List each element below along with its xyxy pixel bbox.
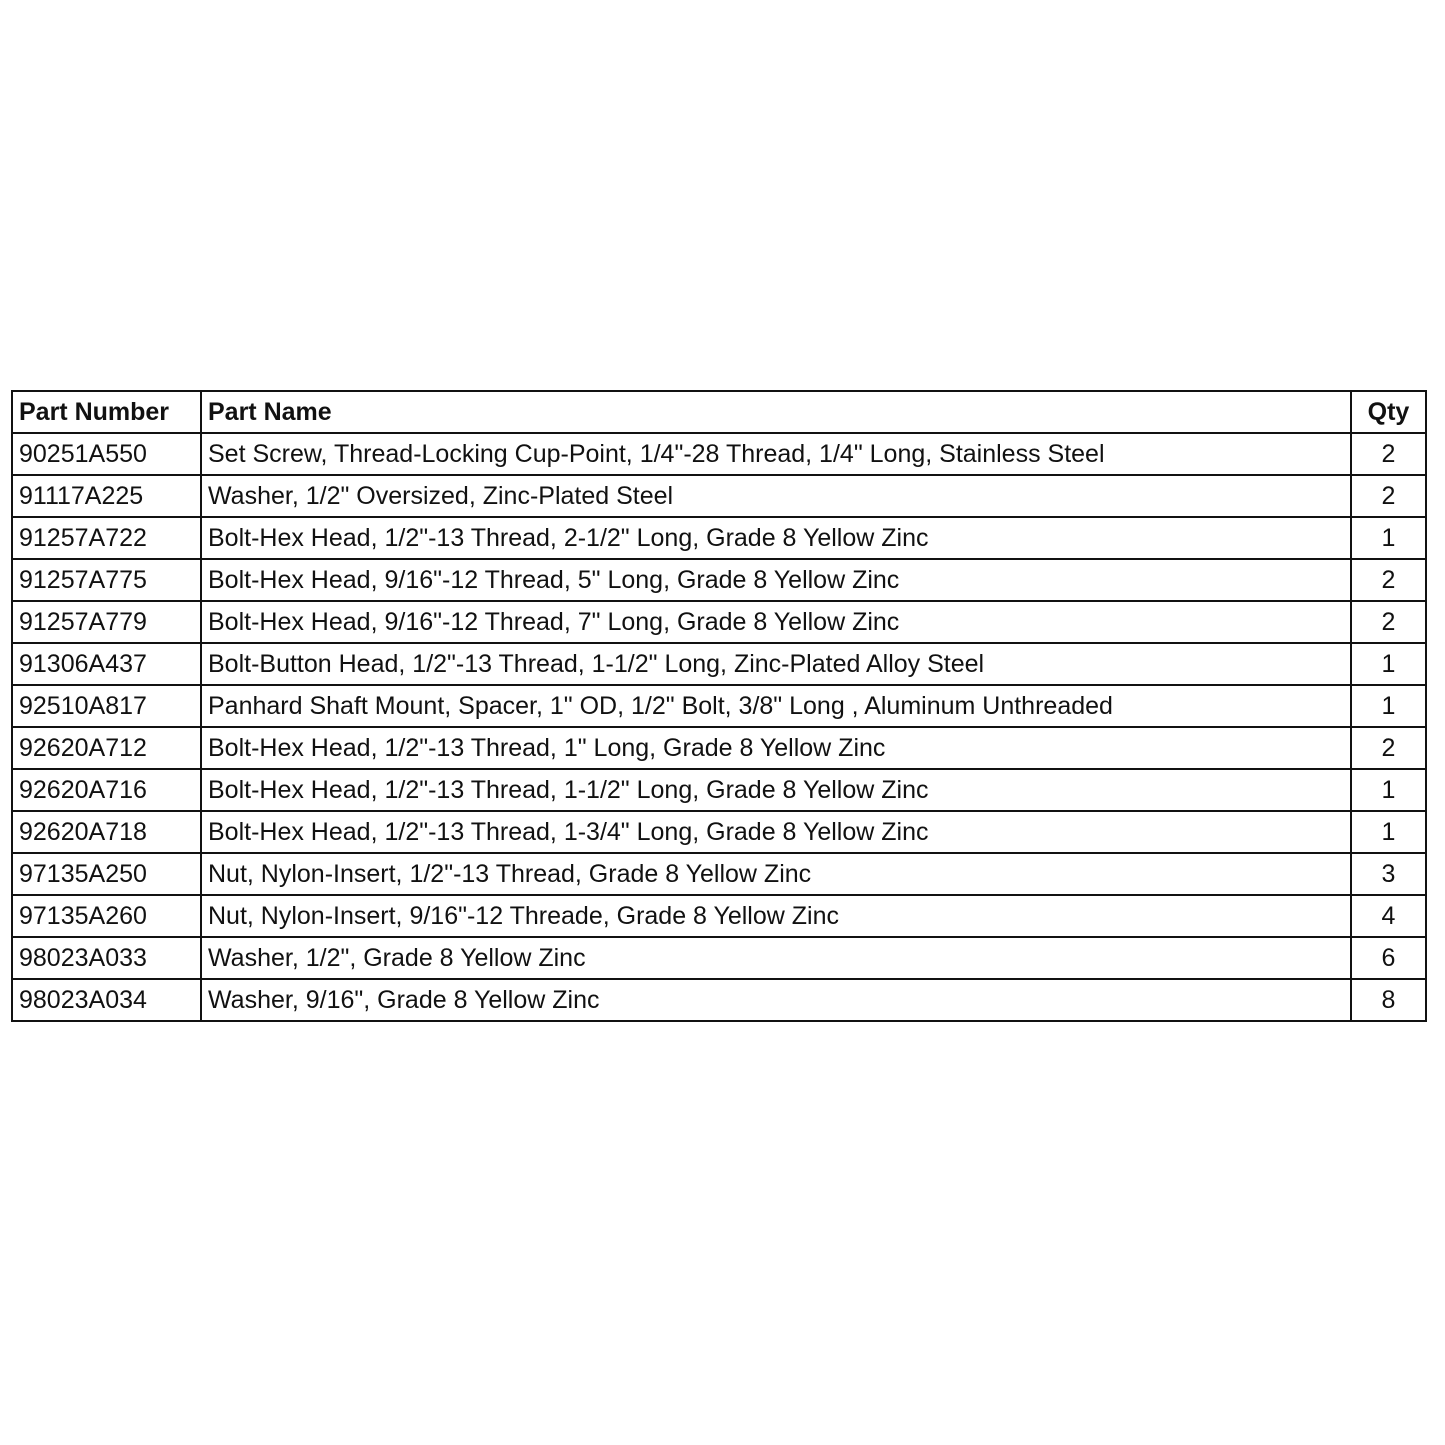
- part-name-cell: Washer, 1/2", Grade 8 Yellow Zinc: [200, 936, 1352, 980]
- part-number-cell: 97135A250: [11, 852, 202, 896]
- header-part-number: Part Number: [11, 390, 202, 434]
- qty-cell: 1: [1350, 684, 1427, 728]
- table-row: 98023A034 Washer, 9/16", Grade 8 Yellow Z…: [11, 978, 1427, 1022]
- qty-cell: 2: [1350, 558, 1427, 602]
- table-row: 92620A716 Bolt-Hex Head, 1/2"-13 Thread, …: [11, 768, 1427, 812]
- part-number-cell: 97135A260: [11, 894, 202, 938]
- part-number-cell: 91257A775: [11, 558, 202, 602]
- qty-cell: 2: [1350, 432, 1427, 476]
- qty-cell: 2: [1350, 474, 1427, 518]
- qty-cell: 3: [1350, 852, 1427, 896]
- qty-cell: 1: [1350, 768, 1427, 812]
- header-part-name: Part Name: [200, 390, 1352, 434]
- table-row: 91257A779 Bolt-Hex Head, 9/16"-12 Thread,…: [11, 600, 1427, 644]
- part-number-cell: 92620A718: [11, 810, 202, 854]
- parts-table: Part Number Part Name Qty 90251A550 Set S…: [11, 390, 1427, 1022]
- part-name-cell: Bolt-Button Head, 1/2"-13 Thread, 1-1/2"…: [200, 642, 1352, 686]
- part-name-cell: Washer, 1/2" Oversized, Zinc-Plated Stee…: [200, 474, 1352, 518]
- part-name-cell: Nut, Nylon-Insert, 9/16"-12 Threade, Gra…: [200, 894, 1352, 938]
- part-number-cell: 91257A779: [11, 600, 202, 644]
- qty-cell: 4: [1350, 894, 1427, 938]
- part-number-cell: 92620A716: [11, 768, 202, 812]
- part-name-cell: Set Screw, Thread-Locking Cup-Point, 1/4…: [200, 432, 1352, 476]
- qty-cell: 2: [1350, 726, 1427, 770]
- qty-cell: 1: [1350, 642, 1427, 686]
- part-name-cell: Bolt-Hex Head, 9/16"-12 Thread, 5" Long,…: [200, 558, 1352, 602]
- qty-cell: 6: [1350, 936, 1427, 980]
- part-number-cell: 92620A712: [11, 726, 202, 770]
- part-name-cell: Washer, 9/16", Grade 8 Yellow Zinc: [200, 978, 1352, 1022]
- table-row: 98023A033 Washer, 1/2", Grade 8 Yellow Zi…: [11, 936, 1427, 980]
- part-number-cell: 98023A033: [11, 936, 202, 980]
- part-name-cell: Bolt-Hex Head, 1/2"-13 Thread, 1-1/2" Lo…: [200, 768, 1352, 812]
- part-number-cell: 90251A550: [11, 432, 202, 476]
- table-row: 91306A437 Bolt-Button Head, 1/2"-13 Threa…: [11, 642, 1427, 686]
- part-number-cell: 91306A437: [11, 642, 202, 686]
- table-row: 97135A260 Nut, Nylon-Insert, 9/16"-12 Thr…: [11, 894, 1427, 938]
- part-number-cell: 91117A225: [11, 474, 202, 518]
- qty-cell: 1: [1350, 516, 1427, 560]
- part-name-cell: Bolt-Hex Head, 9/16"-12 Thread, 7" Long,…: [200, 600, 1352, 644]
- part-number-cell: 92510A817: [11, 684, 202, 728]
- table-row: 92620A712 Bolt-Hex Head, 1/2"-13 Thread, …: [11, 726, 1427, 770]
- qty-cell: 8: [1350, 978, 1427, 1022]
- table-row: 90251A550 Set Screw, Thread-Locking Cup-P…: [11, 432, 1427, 476]
- part-name-cell: Nut, Nylon-Insert, 1/2"-13 Thread, Grade…: [200, 852, 1352, 896]
- qty-cell: 2: [1350, 600, 1427, 644]
- part-name-cell: Bolt-Hex Head, 1/2"-13 Thread, 1-3/4" Lo…: [200, 810, 1352, 854]
- table-row: 92620A718 Bolt-Hex Head, 1/2"-13 Thread, …: [11, 810, 1427, 854]
- table-row: 97135A250 Nut, Nylon-Insert, 1/2"-13 Thre…: [11, 852, 1427, 896]
- header-qty: Qty: [1350, 390, 1427, 434]
- part-number-cell: 91257A722: [11, 516, 202, 560]
- part-name-cell: Bolt-Hex Head, 1/2"-13 Thread, 2-1/2" Lo…: [200, 516, 1352, 560]
- table-row: 91257A775 Bolt-Hex Head, 9/16"-12 Thread,…: [11, 558, 1427, 602]
- header-row: Part Number Part Name Qty: [11, 390, 1427, 434]
- table-row: 92510A817 Panhard Shaft Mount, Spacer, 1"…: [11, 684, 1427, 728]
- part-name-cell: Bolt-Hex Head, 1/2"-13 Thread, 1" Long, …: [200, 726, 1352, 770]
- qty-cell: 1: [1350, 810, 1427, 854]
- table-row: 91257A722 Bolt-Hex Head, 1/2"-13 Thread, …: [11, 516, 1427, 560]
- part-name-cell: Panhard Shaft Mount, Spacer, 1" OD, 1/2"…: [200, 684, 1352, 728]
- part-number-cell: 98023A034: [11, 978, 202, 1022]
- table-row: 91117A225 Washer, 1/2" Oversized, Zinc-Pl…: [11, 474, 1427, 518]
